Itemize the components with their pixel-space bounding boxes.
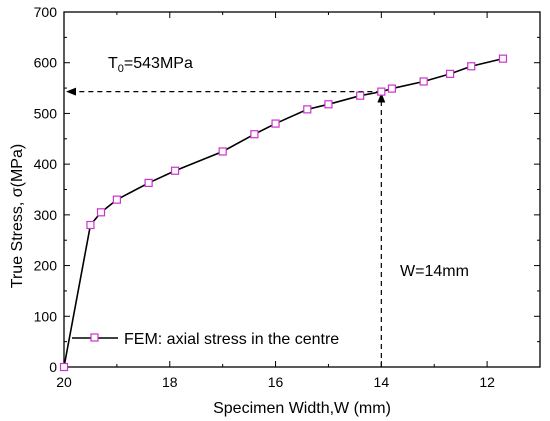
data-point bbox=[271, 119, 280, 128]
plot-area: 20 18 16 14 12 0 100 200 300 400 500 600 700 bbox=[34, 4, 541, 390]
data-point bbox=[387, 84, 397, 93]
t0-annotation: T0=543MPa bbox=[108, 55, 193, 75]
data-point bbox=[112, 195, 121, 204]
y-tick-label: 100 bbox=[34, 308, 58, 324]
data-point bbox=[324, 100, 333, 109]
data-point bbox=[86, 220, 95, 230]
series-line bbox=[63, 57, 504, 368]
reference-lines bbox=[66, 87, 386, 367]
t0-subscript: 0 bbox=[118, 63, 124, 75]
t0-value: =543MPa bbox=[124, 55, 193, 72]
t0-main: T bbox=[108, 55, 118, 72]
data-point bbox=[377, 87, 386, 96]
x-tick-label: 12 bbox=[479, 374, 495, 390]
legend: FEM: axial stress in the centre bbox=[72, 331, 339, 348]
data-point bbox=[498, 54, 508, 63]
x-tick-label: 18 bbox=[162, 374, 178, 390]
x-axis-label: Specimen Width,W (mm) bbox=[213, 400, 391, 417]
data-point bbox=[467, 62, 476, 71]
data-point bbox=[96, 208, 106, 217]
data-point bbox=[445, 69, 455, 78]
data-point bbox=[218, 147, 227, 156]
x-tick-label: 14 bbox=[374, 374, 390, 390]
y-tick-label: 600 bbox=[34, 55, 58, 71]
data-point bbox=[170, 166, 180, 175]
legend-marker-sample bbox=[90, 333, 99, 342]
data-point bbox=[144, 178, 153, 188]
y-tick-label: 300 bbox=[34, 207, 58, 223]
series-group bbox=[59, 54, 508, 372]
x-tick-label: 16 bbox=[268, 374, 284, 390]
w-annotation: W=14mm bbox=[400, 263, 469, 280]
y-tick-label: 400 bbox=[34, 156, 58, 172]
x-axis-ticks: 20 18 16 14 12 bbox=[56, 12, 541, 390]
y-axis-ticks: 0 100 200 300 400 500 600 700 bbox=[34, 4, 540, 375]
y-tick-label: 0 bbox=[49, 359, 57, 375]
data-point bbox=[303, 105, 312, 114]
y-tick-label: 700 bbox=[34, 4, 58, 20]
y-tick-label: 500 bbox=[34, 105, 58, 121]
x-tick-label: 20 bbox=[56, 374, 72, 390]
legend-label: FEM: axial stress in the centre bbox=[124, 331, 339, 348]
data-point bbox=[250, 130, 259, 139]
data-point bbox=[356, 91, 365, 100]
y-tick-label: 200 bbox=[34, 258, 58, 274]
data-point bbox=[59, 362, 69, 372]
y-axis-label: True Stress, σ(MPa) bbox=[9, 144, 26, 288]
data-point bbox=[419, 77, 428, 86]
